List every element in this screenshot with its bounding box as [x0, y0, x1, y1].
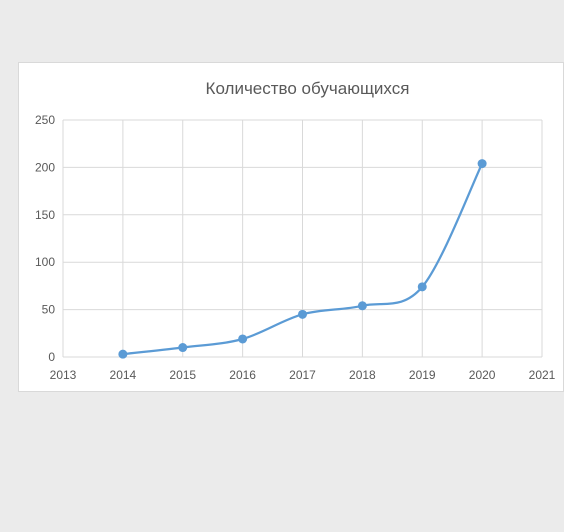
y-tick-label: 50: [42, 303, 56, 317]
y-tick-label: 150: [35, 208, 55, 222]
gridlines: [62, 119, 543, 358]
y-tick-label: 250: [35, 113, 55, 127]
x-tick-label: 2018: [349, 368, 376, 382]
chart-title: Количество обучающихся: [206, 79, 410, 98]
x-tick-label: 2021: [529, 368, 556, 382]
chart-svg: Количество обучающихся 0 50 100 150 200 250 2…: [35, 79, 556, 382]
y-axis-ticks: 0 50 100 150 200 250: [35, 113, 55, 364]
x-axis-ticks: 2013 2014 2015 2016 2017 2018 2019 2020 2021: [50, 368, 556, 382]
y-tick-label: 100: [35, 255, 55, 269]
x-tick-label: 2015: [169, 368, 196, 382]
y-tick-label: 0: [48, 350, 55, 364]
data-point: [477, 159, 487, 169]
data-point: [357, 301, 367, 311]
data-point: [298, 309, 307, 319]
x-tick-label: 2020: [469, 368, 496, 382]
data-point: [238, 334, 248, 344]
x-tick-label: 2016: [229, 368, 256, 382]
x-tick-label: 2014: [110, 368, 137, 382]
x-tick-label: 2017: [289, 368, 316, 382]
chart-card: Количество обучающихся 0 50 100 150 200 250 2…: [18, 62, 564, 392]
data-point: [118, 349, 128, 359]
x-tick-label: 2019: [409, 368, 436, 382]
series-group: [118, 159, 487, 359]
data-point: [178, 343, 188, 353]
x-tick-label: 2013: [50, 368, 77, 382]
data-point: [417, 282, 427, 292]
y-tick-label: 200: [35, 160, 55, 174]
